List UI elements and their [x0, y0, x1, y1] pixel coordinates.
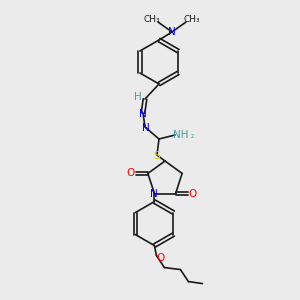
Text: N: N — [142, 123, 150, 133]
Text: O: O — [156, 253, 164, 262]
Text: S: S — [154, 151, 160, 161]
Text: CH₃: CH₃ — [184, 14, 200, 23]
Text: NH: NH — [173, 130, 189, 140]
Text: H: H — [134, 92, 142, 102]
Text: N: N — [149, 189, 157, 199]
Text: O: O — [188, 189, 197, 199]
Text: N: N — [139, 109, 147, 119]
Text: ₂: ₂ — [190, 131, 194, 140]
Text: N: N — [168, 27, 176, 37]
Text: CH₃: CH₃ — [144, 14, 160, 23]
Text: O: O — [127, 168, 135, 178]
